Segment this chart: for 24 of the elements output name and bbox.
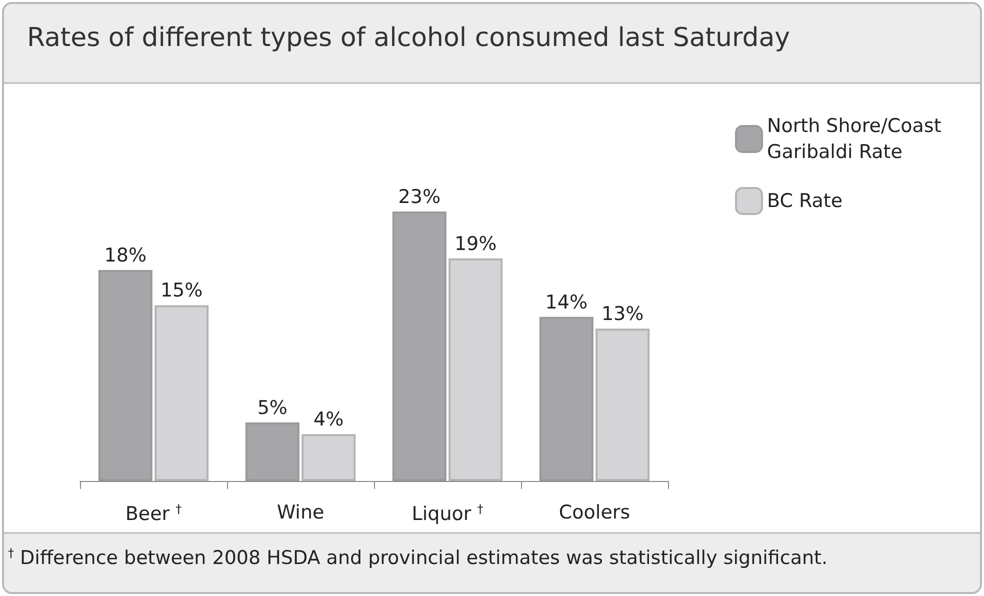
- x-tick-label: Coolers: [558, 502, 630, 524]
- data-label: 4%: [314, 408, 344, 431]
- data-label: 19%: [454, 232, 497, 255]
- text: † Difference between 2008 HSDA and provincial estimates was statistically significant.: [8, 546, 828, 569]
- bar: [302, 434, 356, 481]
- data-label: 23%: [398, 186, 441, 208]
- bar: [448, 258, 503, 481]
- x-tick-label: Beer †: [125, 502, 182, 525]
- bar: [392, 211, 446, 481]
- bar: [596, 328, 650, 481]
- data-label: 14%: [545, 291, 588, 314]
- chart-title: Rates of different types of alcohol consumed last Saturday: [27, 23, 790, 53]
- bar: [245, 422, 300, 481]
- data-label: 13%: [601, 303, 644, 326]
- data-label: 18%: [104, 244, 147, 267]
- bar: [539, 316, 594, 481]
- x-tick-label: Liquor †: [412, 502, 484, 525]
- legend-label: BC Rate: [767, 190, 843, 212]
- bar: [98, 270, 152, 481]
- data-label: 15%: [160, 280, 203, 302]
- x-tick-label: Wine: [276, 502, 324, 524]
- data-label: 5%: [257, 396, 288, 419]
- legend-label: North Shore/Coast Garibaldi Rate: [767, 115, 948, 163]
- bar: [154, 305, 209, 481]
